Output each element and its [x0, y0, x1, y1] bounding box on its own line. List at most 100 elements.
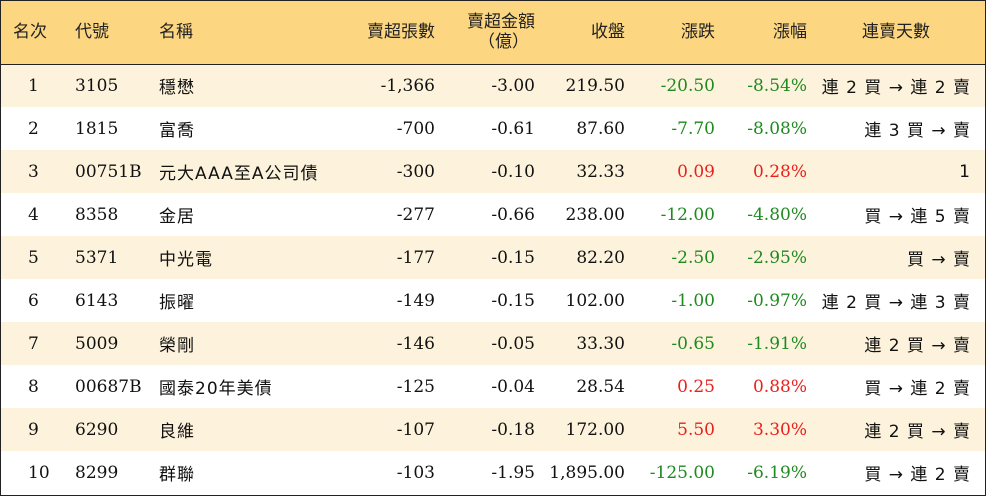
amount-cell: -0.15	[491, 247, 535, 268]
name-cell: 振曜	[159, 293, 195, 313]
streak-cell: 連 2 買 → 賣	[864, 422, 971, 442]
amount-cell: -3.00	[491, 75, 535, 96]
header-row: 名次 代號 名稱 賣超張數 賣超金額 （億） 收盤 漲跌 漲幅 連賣天數	[1, 1, 985, 64]
header-net-sell-amount: 賣超金額 （億）	[435, 1, 535, 64]
code-cell: 00751B	[75, 161, 142, 182]
code-cell: 8358	[75, 204, 119, 225]
name-cell: 元大AAA至A公司債	[159, 164, 319, 184]
name-cell: 中光電	[159, 250, 213, 270]
rank-cell: 4	[28, 204, 39, 225]
change-cell: 0.09	[677, 161, 715, 182]
close-cell: 219.50	[565, 75, 625, 96]
streak-cell: 連 3 買 → 賣	[864, 121, 971, 141]
lots-cell: -300	[396, 161, 435, 182]
pct-cell: -4.80%	[747, 204, 807, 225]
change-cell: -1.00	[671, 290, 715, 311]
close-cell: 87.60	[576, 118, 625, 139]
table-row: 7 5009 榮剛 -146 -0.05 33.30 -0.65 -1.91% …	[1, 322, 985, 365]
pct-cell: 0.28%	[752, 161, 807, 182]
header-net-sell-lots: 賣超張數	[367, 22, 435, 43]
pct-cell: -1.91%	[747, 333, 807, 354]
amount-cell: -1.95	[491, 462, 535, 483]
close-cell: 28.54	[576, 376, 625, 397]
name-cell: 良維	[159, 422, 195, 442]
lots-cell: -103	[396, 462, 435, 483]
change-cell: -7.70	[671, 118, 715, 139]
close-cell: 238.00	[565, 204, 625, 225]
name-cell: 金居	[159, 207, 195, 227]
lots-cell: -125	[396, 376, 435, 397]
pct-cell: -8.08%	[747, 118, 807, 139]
lots-cell: -146	[396, 333, 435, 354]
change-cell: 0.25	[677, 376, 715, 397]
change-cell: 5.50	[677, 419, 715, 440]
rank-cell: 10	[28, 462, 50, 483]
amount-cell: -0.18	[491, 419, 535, 440]
name-cell: 富喬	[159, 121, 195, 141]
rank-cell: 2	[28, 118, 39, 139]
header-net-sell-amount-line1: 賣超金額	[467, 12, 535, 33]
lots-cell: -1,366	[380, 75, 435, 96]
code-cell: 5009	[75, 333, 119, 354]
table-row: 5 5371 中光電 -177 -0.15 82.20 -2.50 -2.95%…	[1, 236, 985, 279]
header-streak: 連賣天數	[862, 22, 930, 43]
header-code: 代號	[75, 22, 109, 43]
change-cell: -12.00	[660, 204, 715, 225]
streak-cell: 買 → 連 2 賣	[864, 465, 971, 485]
streak-cell: 買 → 連 5 賣	[864, 207, 971, 227]
table-row: 9 6290 良維 -107 -0.18 172.00 5.50 3.30% 連…	[1, 408, 985, 451]
rank-cell: 3	[28, 161, 39, 182]
close-cell: 82.20	[576, 247, 625, 268]
rank-cell: 1	[28, 75, 39, 96]
change-cell: -2.50	[671, 247, 715, 268]
code-cell: 6143	[75, 290, 119, 311]
pct-cell: -2.95%	[747, 247, 807, 268]
code-cell: 3105	[75, 75, 119, 96]
close-cell: 32.33	[576, 161, 625, 182]
pct-cell: -0.97%	[747, 290, 807, 311]
close-cell: 102.00	[565, 290, 625, 311]
name-cell: 榮剛	[159, 336, 195, 356]
amount-cell: -0.61	[491, 118, 535, 139]
table-row: 4 8358 金居 -277 -0.66 238.00 -12.00 -4.80…	[1, 193, 985, 236]
table-row: 3 00751B 元大AAA至A公司債 -300 -0.10 32.33 0.0…	[1, 150, 985, 193]
close-cell: 33.30	[576, 333, 625, 354]
table-row: 1 3105 穩懋 -1,366 -3.00 219.50 -20.50 -8.…	[1, 64, 985, 107]
change-cell: -0.65	[671, 333, 715, 354]
close-cell: 1,895.00	[549, 462, 625, 483]
lots-cell: -700	[396, 118, 435, 139]
rank-cell: 6	[28, 290, 39, 311]
pct-cell: 3.30%	[752, 419, 807, 440]
name-cell: 穩懋	[159, 78, 195, 99]
table-row: 2 1815 富喬 -700 -0.61 87.60 -7.70 -8.08% …	[1, 107, 985, 150]
header-close: 收盤	[591, 22, 625, 43]
rank-cell: 7	[28, 333, 39, 354]
streak-cell: 連 2 買 → 賣	[864, 336, 971, 356]
lots-cell: -177	[396, 247, 435, 268]
code-cell: 6290	[75, 419, 119, 440]
name-cell: 國泰20年美債	[159, 379, 273, 399]
amount-cell: -0.66	[491, 204, 535, 225]
header-name: 名稱	[159, 22, 193, 43]
amount-cell: -0.10	[491, 161, 535, 182]
table-row: 10 8299 群聯 -103 -1.95 1,895.00 -125.00 -…	[1, 451, 985, 494]
table-row: 8 00687B 國泰20年美債 -125 -0.04 28.54 0.25 0…	[1, 365, 985, 408]
rank-cell: 9	[28, 419, 39, 440]
rank-cell: 5	[28, 247, 39, 268]
header-rank: 名次	[13, 22, 47, 43]
streak-cell: 買 → 賣	[906, 250, 971, 270]
streak-cell: 1	[959, 161, 971, 182]
streak-cell: 買 → 連 2 賣	[864, 379, 971, 399]
change-cell: -125.00	[649, 462, 715, 483]
amount-cell: -0.05	[491, 333, 535, 354]
header-change: 漲跌	[681, 22, 715, 43]
amount-cell: -0.15	[491, 290, 535, 311]
table-row: 6 6143 振曜 -149 -0.15 102.00 -1.00 -0.97%…	[1, 279, 985, 322]
streak-cell: 連 2 買 → 連 2 賣	[821, 78, 971, 99]
pct-cell: -8.54%	[747, 75, 807, 96]
code-cell: 1815	[75, 118, 119, 139]
name-cell: 群聯	[159, 465, 195, 485]
rank-cell: 8	[28, 376, 39, 397]
